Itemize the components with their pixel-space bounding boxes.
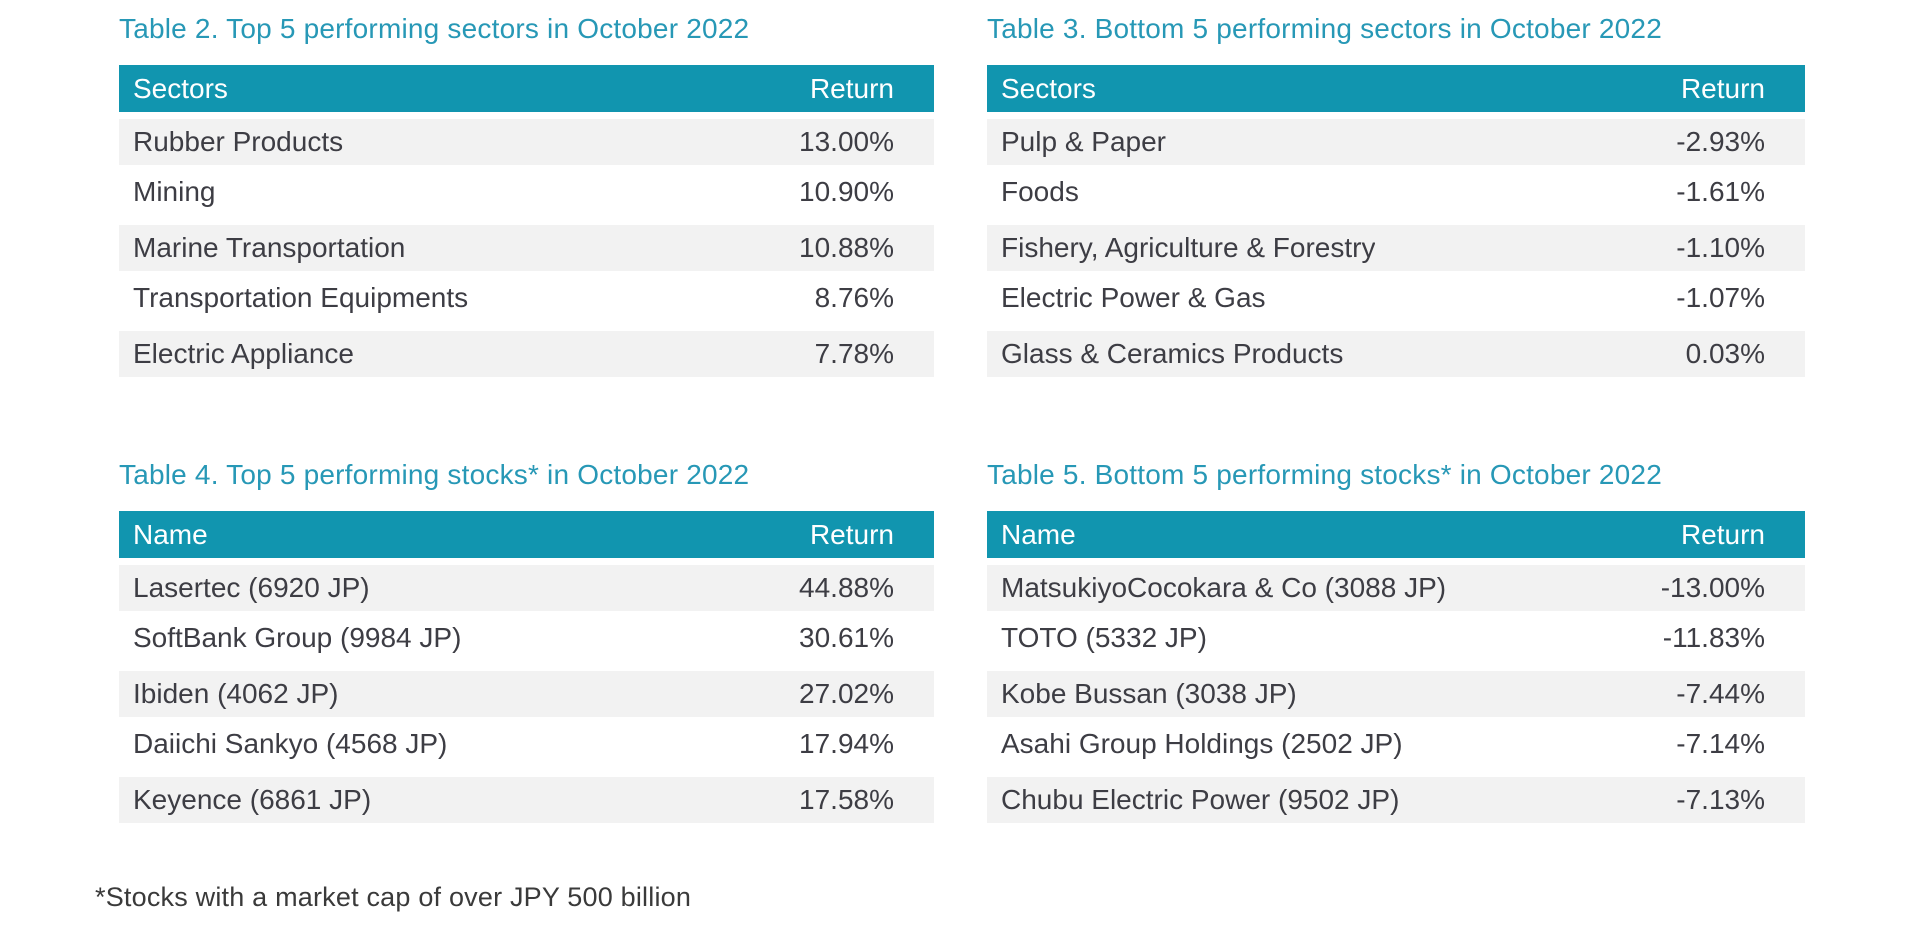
name-cell: Lasertec (6920 JP) [133, 572, 370, 603]
table-header-row: Sectors Return [119, 65, 934, 112]
name-cell: Rubber Products [133, 126, 344, 157]
name-cell: Transportation Equipments [133, 281, 469, 313]
return-cell: -13.00% [1660, 572, 1765, 603]
col-header-return: Return [809, 72, 894, 104]
table-row: Foods -1.61% [987, 165, 1805, 218]
table-row: Asahi Group Holdings (2502 JP) -7.14% [987, 717, 1805, 770]
name-cell: Kobe Bussan (3038 JP) [1001, 678, 1297, 709]
table-header-row: Name Return [987, 511, 1805, 558]
table-body: Pulp & Paper -2.93% Foods -1.61% Fishery, Ag… [987, 112, 1805, 377]
table-row: Daiichi Sankyo (4568 JP) 17.94% [119, 717, 934, 770]
table-row: Pulp & Paper -2.93% [987, 112, 1805, 165]
col-header-name: Sectors [1001, 72, 1096, 104]
name-cell: TOTO (5332 JP) [1001, 621, 1207, 653]
return-cell: 10.88% [799, 232, 894, 263]
col-header-return: Return [809, 518, 894, 550]
table-title: Table 2. Top 5 performing sectors in Oct… [119, 13, 750, 44]
name-cell: Keyence (6861 JP) [133, 784, 372, 815]
name-cell: Mining [133, 175, 216, 207]
name-cell: Foods [1001, 175, 1079, 207]
table-bottom5-stocks: Table 5. Bottom 5 performing stocks* in … [987, 456, 1805, 823]
return-cell: 17.58% [799, 784, 894, 815]
table-row: Electric Appliance 7.78% [119, 324, 934, 377]
return-cell: -1.10% [1676, 232, 1765, 263]
return-cell: 10.90% [799, 175, 894, 207]
table-header-row: Sectors Return [987, 65, 1805, 112]
name-cell: MatsukiyoCocokara & Co (3088 JP) [1001, 572, 1447, 603]
return-cell: 0.03% [1685, 338, 1765, 369]
table-top5-sectors: Table 2. Top 5 performing sectors in Oct… [119, 10, 934, 377]
return-cell: -7.14% [1676, 727, 1765, 759]
name-cell: Pulp & Paper [1001, 126, 1166, 157]
table-row: TOTO (5332 JP) -11.83% [987, 611, 1805, 664]
return-cell: 8.76% [814, 281, 894, 313]
return-cell: 17.94% [799, 727, 894, 759]
return-cell: -7.13% [1676, 784, 1765, 815]
name-cell: Ibiden (4062 JP) [133, 678, 339, 709]
table-row: Kobe Bussan (3038 JP) -7.44% [987, 664, 1805, 717]
name-cell: Asahi Group Holdings (2502 JP) [1001, 727, 1403, 759]
return-cell: 30.61% [799, 621, 894, 653]
name-cell: Electric Power & Gas [1001, 281, 1266, 313]
table-title: Table 5. Bottom 5 performing stocks* in … [987, 459, 1662, 490]
name-cell: Electric Appliance [133, 338, 355, 369]
col-header-return: Return [1680, 518, 1765, 550]
col-header-name: Sectors [133, 72, 228, 104]
return-cell: 13.00% [799, 126, 894, 157]
col-header-name: Name [133, 518, 208, 550]
table-row: Mining 10.90% [119, 165, 934, 218]
table-row: Marine Transportation 10.88% [119, 218, 934, 271]
table-row: Transportation Equipments 8.76% [119, 271, 934, 324]
table-row: Rubber Products 13.00% [119, 112, 934, 165]
return-cell: 7.78% [814, 338, 894, 369]
table-row: MatsukiyoCocokara & Co (3088 JP) -13.00% [987, 558, 1805, 611]
table-row: Keyence (6861 JP) 17.58% [119, 770, 934, 823]
name-cell: Daiichi Sankyo (4568 JP) [133, 727, 448, 759]
table-body: Rubber Products 13.00% Mining 10.90% Marine … [119, 112, 934, 377]
table-body: Lasertec (6920 JP) 44.88% SoftBank Group (… [119, 558, 934, 823]
table-row: Fishery, Agriculture & Forestry -1.10% [987, 218, 1805, 271]
return-cell: 44.88% [799, 572, 894, 603]
return-cell: 27.02% [799, 678, 894, 709]
table-row: Lasertec (6920 JP) 44.88% [119, 558, 934, 611]
table-row: Glass & Ceramics Products 0.03% [987, 324, 1805, 377]
name-cell: Glass & Ceramics Products [1001, 338, 1344, 369]
return-cell: -11.83% [1662, 621, 1765, 653]
name-cell: SoftBank Group (9984 JP) [133, 621, 462, 653]
table-row: Ibiden (4062 JP) 27.02% [119, 664, 934, 717]
return-cell: -2.93% [1676, 126, 1765, 157]
table-title: Table 4. Top 5 performing stocks* in Oct… [119, 459, 750, 490]
name-cell: Marine Transportation [133, 232, 406, 263]
table-body: MatsukiyoCocokara & Co (3088 JP) -13.00% T… [987, 558, 1805, 823]
table-top5-stocks: Table 4. Top 5 performing stocks* in Oct… [119, 456, 934, 823]
footnote: *Stocks with a market cap of over JPY 50… [95, 882, 692, 912]
name-cell: Chubu Electric Power (9502 JP) [1001, 784, 1400, 815]
name-cell: Fishery, Agriculture & Forestry [1001, 232, 1376, 263]
table-row: SoftBank Group (9984 JP) 30.61% [119, 611, 934, 664]
col-header-return: Return [1680, 72, 1765, 104]
return-cell: -1.61% [1676, 175, 1765, 207]
col-header-name: Name [1001, 518, 1076, 550]
table-header-row: Name Return [119, 511, 934, 558]
return-cell: -1.07% [1676, 281, 1765, 313]
table-row: Chubu Electric Power (9502 JP) -7.13% [987, 770, 1805, 823]
table-bottom5-sectors: Table 3. Bottom 5 performing sectors in … [987, 10, 1805, 377]
table-row: Electric Power & Gas -1.07% [987, 271, 1805, 324]
table-title: Table 3. Bottom 5 performing sectors in … [987, 13, 1662, 44]
return-cell: -7.44% [1676, 678, 1765, 709]
